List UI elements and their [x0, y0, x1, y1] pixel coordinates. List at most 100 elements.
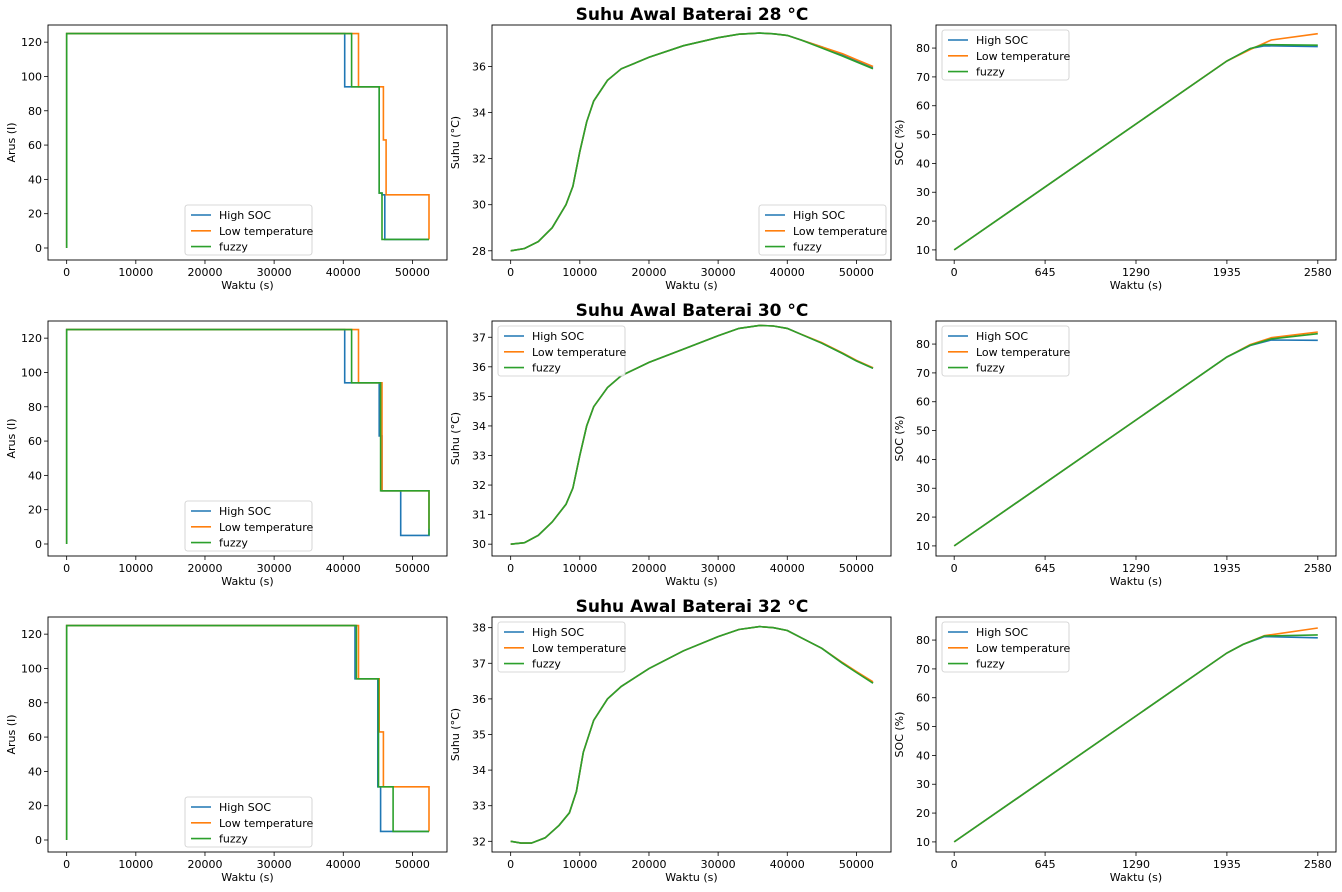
legend-label: fuzzy — [976, 66, 1005, 79]
y-axis-label: SOC (%) — [893, 416, 906, 462]
x-tick-label: 1935 — [1213, 858, 1241, 871]
y-tick-label: 32 — [472, 835, 486, 848]
y-tick-label: 60 — [916, 396, 930, 409]
y-tick-label: 30 — [916, 482, 930, 495]
legend-label: fuzzy — [219, 833, 248, 846]
y-tick-label: 60 — [916, 692, 930, 705]
y-tick-label: 40 — [916, 453, 930, 466]
row-title-3: Suhu Awal Baterai 32 °C — [576, 597, 809, 617]
legend-box — [941, 29, 1070, 81]
y-axis-label: Arus (I) — [5, 122, 18, 162]
legend-label: High SOC — [976, 626, 1028, 639]
subplot-5: 0 10000 20000 30000 40000 50000 30 31 32 33 34 35 36… — [449, 320, 892, 588]
x-tick-label: 30000 — [701, 562, 736, 575]
legend-label: Low temperature — [219, 225, 314, 238]
legend-label: fuzzy — [793, 241, 822, 254]
x-axis-label: Waktu (s) — [1110, 871, 1162, 884]
y-axis-label: Suhu (°C) — [449, 708, 462, 761]
x-tick-label: 1290 — [1122, 562, 1150, 575]
y-tick-label: 20 — [28, 504, 42, 517]
x-tick-label: 2580 — [1304, 562, 1332, 575]
y-tick-label: 120 — [21, 332, 42, 345]
legend: High SOC Low temperature fuzzy — [941, 621, 1071, 673]
y-axis-label: SOC (%) — [893, 712, 906, 758]
series-line-fuzzy — [65, 328, 430, 544]
y-tick-label: 100 — [21, 662, 42, 675]
y-tick-label: 20 — [916, 807, 930, 820]
x-tick-label: 0 — [507, 562, 514, 575]
x-tick-label: 1935 — [1213, 266, 1241, 279]
x-tick-label: 50000 — [839, 858, 874, 871]
x-tick-label: 20000 — [187, 266, 222, 279]
y-tick-label: 10 — [916, 540, 930, 553]
legend-label: Low temperature — [793, 225, 888, 238]
x-tick-label: 20000 — [187, 858, 222, 871]
y-tick-label: 34 — [472, 420, 486, 433]
y-tick-label: 60 — [28, 139, 42, 152]
legend-label: High SOC — [976, 34, 1028, 47]
x-axis-label: Waktu (s) — [665, 871, 717, 884]
legend-label: Low temperature — [219, 521, 314, 534]
y-tick-label: 32 — [472, 479, 486, 492]
subplot-4: 0 10000 20000 30000 40000 50000 0 20 40 60 80 100 12… — [5, 320, 448, 588]
y-tick-label: 80 — [28, 401, 42, 414]
y-tick-label: 80 — [28, 697, 42, 710]
y-tick-label: 20 — [28, 800, 42, 813]
legend: High SOC Low temperature fuzzy — [184, 204, 314, 256]
legend-label: fuzzy — [219, 241, 248, 254]
y-tick-label: 32 — [472, 153, 486, 166]
y-tick-label: 40 — [916, 749, 930, 762]
series-line-fuzzy — [953, 332, 1318, 547]
x-tick-label: 40000 — [770, 858, 805, 871]
y-tick-label: 36 — [472, 361, 486, 374]
y-tick-label: 50 — [916, 425, 930, 438]
y-tick-label: 0 — [35, 242, 42, 255]
legend-box — [184, 500, 313, 552]
legend-label: Low temperature — [976, 50, 1071, 63]
series-line-fuzzy — [510, 324, 874, 545]
x-tick-label: 2580 — [1304, 266, 1332, 279]
x-tick-label: 645 — [1035, 562, 1056, 575]
legend: High SOC Low temperature fuzzy — [758, 204, 888, 256]
x-tick-label: 40000 — [326, 858, 361, 871]
legend: High SOC Low temperature fuzzy — [184, 500, 314, 552]
x-axis-label: Waktu (s) — [665, 575, 717, 588]
y-tick-label: 30 — [916, 778, 930, 791]
subplot-8: 0 10000 20000 30000 40000 50000 32 33 34 35 36 37 38… — [449, 616, 892, 884]
y-tick-label: 34 — [472, 764, 486, 777]
x-tick-label: 50000 — [839, 266, 874, 279]
subplot-6: 0 645 1290 1935 2580 10 20 30 40 50 60 70 80 Waktu (s… — [893, 320, 1337, 588]
x-tick-label: 1290 — [1122, 858, 1150, 871]
x-tick-label: 20000 — [631, 562, 666, 575]
y-tick-label: 40 — [28, 469, 42, 482]
x-tick-label: 0 — [507, 266, 514, 279]
x-tick-label: 10000 — [562, 562, 597, 575]
series-line-fuzzy — [953, 634, 1318, 843]
y-tick-label: 38 — [472, 622, 486, 635]
y-axis-label: Suhu (°C) — [449, 116, 462, 169]
row-title-2: Suhu Awal Baterai 30 °C — [576, 301, 809, 321]
y-tick-label: 36 — [472, 693, 486, 706]
legend: High SOC Low temperature fuzzy — [941, 29, 1071, 81]
x-axis-label: Waktu (s) — [221, 871, 273, 884]
x-tick-label: 645 — [1035, 858, 1056, 871]
y-tick-label: 20 — [28, 208, 42, 221]
legend-label: High SOC — [532, 330, 584, 343]
legend-label: High SOC — [976, 330, 1028, 343]
y-tick-label: 31 — [472, 509, 486, 522]
y-tick-label: 0 — [35, 538, 42, 551]
legend-box — [497, 325, 626, 377]
y-tick-label: 20 — [916, 511, 930, 524]
legend-label: High SOC — [219, 505, 271, 518]
legend-box — [941, 621, 1070, 673]
y-axis-label: Arus (I) — [5, 418, 18, 458]
x-tick-label: 40000 — [326, 562, 361, 575]
legend-label: Low temperature — [219, 817, 314, 830]
legend-box — [758, 204, 887, 256]
x-tick-label: 20000 — [187, 562, 222, 575]
y-axis-label: SOC (%) — [893, 120, 906, 166]
y-tick-label: 40 — [916, 157, 930, 170]
x-tick-label: 0 — [63, 266, 70, 279]
y-tick-label: 37 — [472, 331, 486, 344]
x-tick-label: 30000 — [257, 266, 292, 279]
